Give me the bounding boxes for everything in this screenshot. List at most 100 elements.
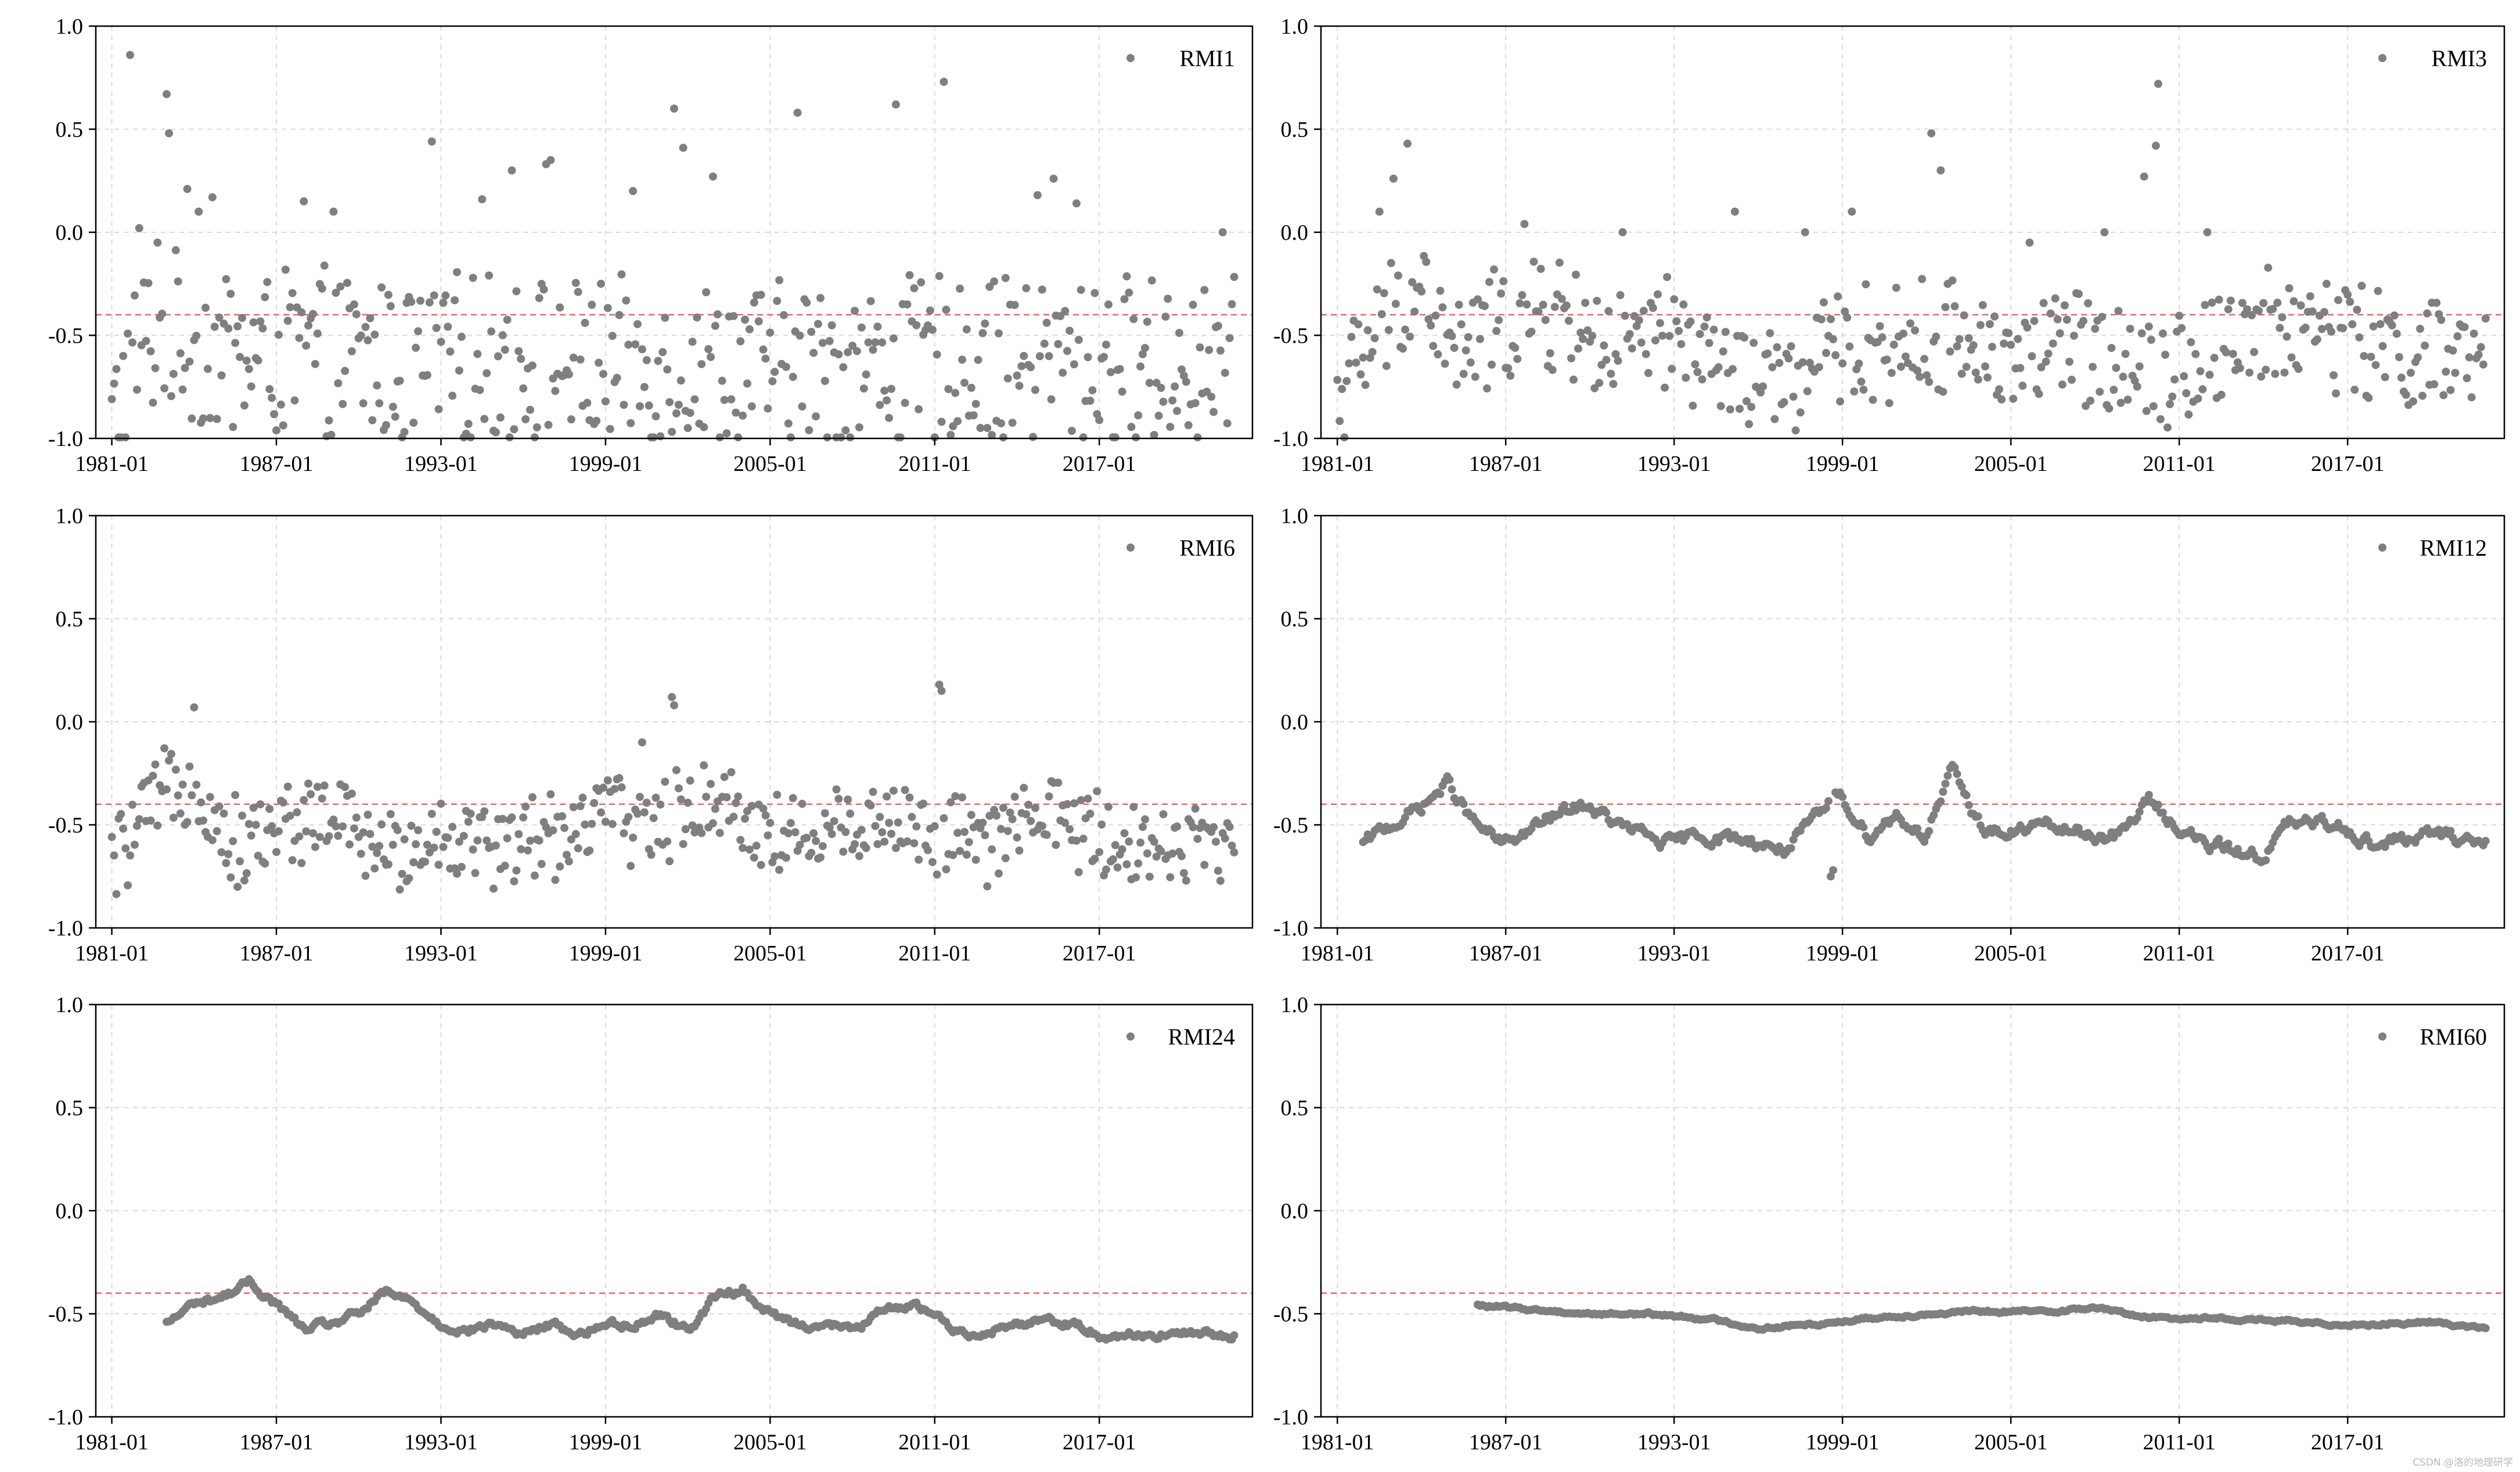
y-tick-label: -1.0: [48, 916, 83, 941]
data-point: [640, 808, 649, 816]
data-point: [1136, 838, 1145, 847]
data-point: [1602, 355, 1611, 364]
data-point: [222, 859, 231, 868]
y-tick-label: 0.5: [56, 1096, 84, 1121]
data-point: [368, 416, 377, 424]
data-point: [1564, 316, 1573, 325]
data-point: [2126, 325, 2134, 333]
data-point: [1658, 332, 1666, 340]
data-point: [430, 291, 438, 300]
data-point: [1693, 368, 1702, 376]
data-point: [901, 786, 909, 794]
data-point: [2208, 298, 2216, 307]
data-point: [827, 321, 836, 330]
data-point: [700, 761, 708, 770]
data-point: [254, 851, 262, 860]
data-point: [1834, 292, 1842, 301]
data-point: [1827, 315, 1835, 323]
data-point: [279, 798, 287, 807]
x-tick-label: 1993-01: [404, 1430, 478, 1455]
data-point: [834, 350, 843, 359]
data-point: [960, 379, 969, 387]
data-point: [240, 401, 249, 410]
data-point: [124, 329, 132, 338]
data-point: [528, 793, 537, 801]
data-point: [1609, 380, 1618, 388]
data-point: [1691, 360, 1700, 369]
data-point: [649, 814, 658, 822]
data-point: [304, 321, 313, 330]
data-point: [2322, 279, 2331, 288]
data-points: [107, 681, 1239, 898]
data-point: [1504, 364, 1513, 372]
data-point: [1882, 355, 1891, 364]
data-point: [887, 830, 895, 838]
data-point: [1166, 873, 1175, 881]
data-point: [734, 433, 743, 442]
data-point: [1143, 849, 1151, 858]
data-point: [670, 701, 678, 710]
data-point: [496, 413, 505, 422]
data-point: [244, 365, 253, 373]
data-point: [2075, 823, 2083, 832]
data-point: [1614, 357, 1622, 365]
data-point: [521, 802, 530, 811]
data-point: [1171, 382, 1179, 391]
x-tick-label: 1981-01: [75, 1430, 149, 1455]
data-point: [286, 811, 294, 820]
data-point: [1022, 284, 1031, 293]
data-point: [2248, 311, 2256, 319]
data-point: [2463, 374, 2471, 383]
data-point: [231, 791, 240, 800]
data-point: [1157, 847, 1165, 855]
data-point: [1178, 365, 1186, 374]
data-point: [729, 812, 738, 821]
data-point: [471, 869, 480, 877]
data-point: [300, 796, 308, 804]
data-point: [1875, 322, 1884, 330]
data-point: [891, 844, 900, 852]
data-point: [270, 410, 279, 419]
data-point: [1700, 322, 1709, 331]
data-point: [2069, 332, 2078, 340]
data-point: [814, 319, 822, 328]
y-tick-label: 1.0: [56, 993, 84, 1017]
data-point: [2182, 389, 2191, 398]
data-point: [347, 789, 356, 798]
data-point: [215, 313, 224, 322]
data-point: [1403, 139, 1412, 148]
data-point: [453, 869, 461, 878]
data-point: [126, 851, 135, 860]
data-point: [487, 327, 496, 336]
data-point: [1168, 849, 1177, 858]
data-point: [2392, 329, 2401, 338]
data-point: [1193, 834, 1202, 843]
data-point: [1389, 174, 1398, 183]
x-tick-label: 2017-01: [2311, 452, 2385, 476]
data-point: [491, 841, 500, 850]
data-point: [535, 836, 543, 845]
data-point: [1205, 345, 1214, 354]
data-point: [887, 384, 895, 393]
data-point: [263, 278, 272, 286]
data-point: [1010, 301, 1019, 309]
data-point: [339, 822, 347, 831]
data-point: [377, 283, 386, 291]
data-point: [1878, 333, 1887, 341]
data-point: [119, 825, 128, 833]
data-point: [1515, 299, 1524, 308]
data-point: [1539, 819, 1547, 827]
data-point: [1040, 339, 1049, 348]
data-point: [153, 238, 162, 247]
data-point: [132, 386, 141, 394]
data-point: [2035, 390, 2043, 398]
data-point: [862, 370, 870, 379]
data-point: [1134, 859, 1143, 868]
data-point: [1829, 866, 1838, 874]
data-point: [244, 820, 253, 829]
data-point: [1406, 332, 1414, 341]
data-point: [2285, 284, 2294, 293]
data-point: [827, 830, 836, 838]
data-point: [2481, 1324, 2490, 1333]
data-point: [912, 321, 921, 330]
